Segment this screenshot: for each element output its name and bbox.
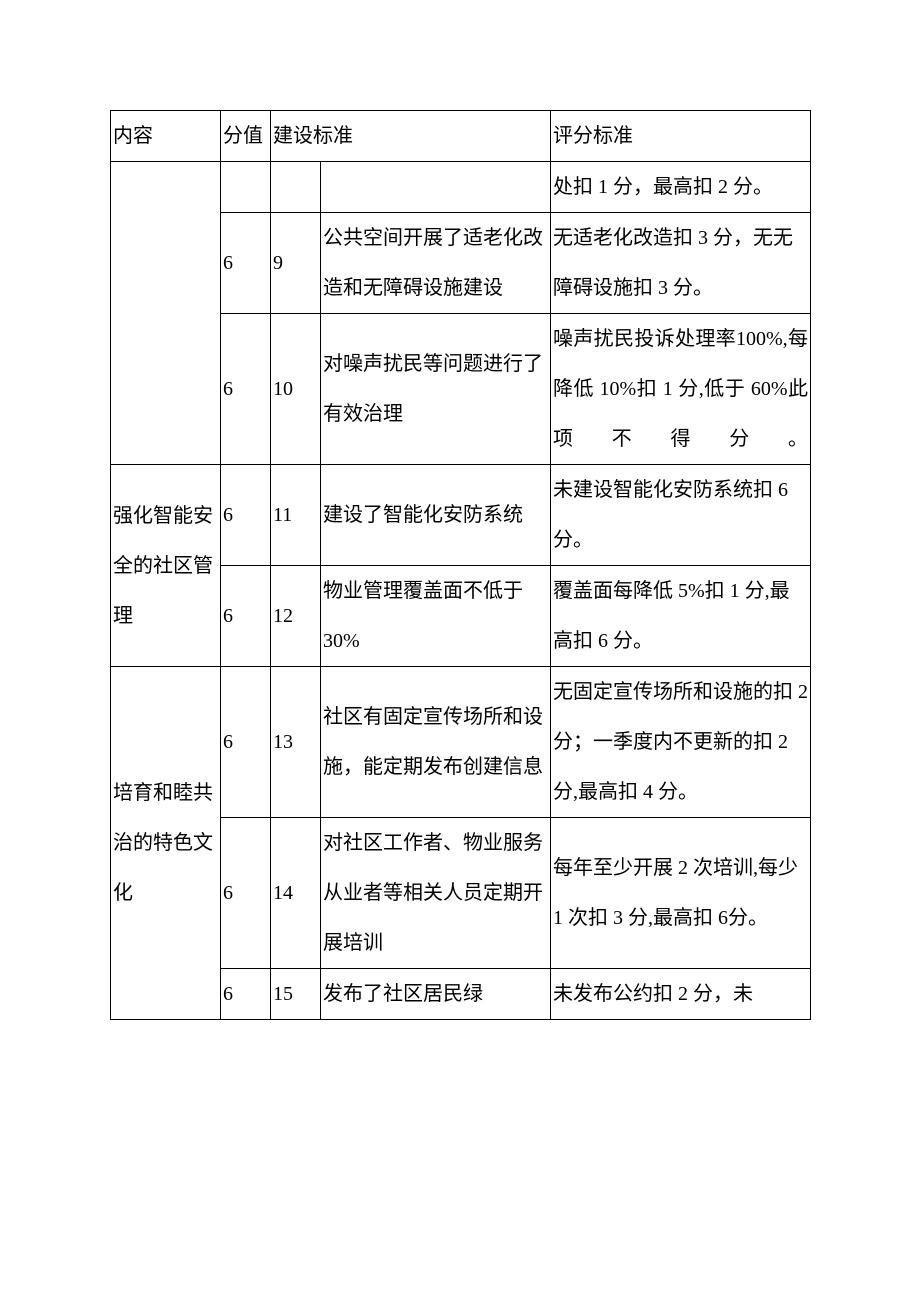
standard-cell: 对噪声扰民等问题进行了有效治理	[321, 314, 551, 465]
criteria-cell: 无固定宣传场所和设施的扣 2 分；一季度内不更新的扣 2 分,最高扣 4 分。	[551, 667, 811, 818]
score-cell: 6	[221, 314, 271, 465]
num-cell: 13	[271, 667, 321, 818]
header-standard: 建设标准	[271, 111, 551, 162]
criteria-cell: 噪声扰民投诉处理率100%,每降低 10%扣 1 分,低于 60%此项不得分。	[551, 314, 811, 465]
evaluation-table: 内容 分值 建设标准 评分标准 处扣 1 分，最高扣 2 分。 6 9 公共空间…	[110, 110, 811, 1020]
criteria-cell: 覆盖面每降低 5%扣 1 分,最高扣 6 分。	[551, 566, 811, 667]
score-cell: 6	[221, 566, 271, 667]
standard-cell: 建设了智能化安防系统	[321, 465, 551, 566]
num-cell: 11	[271, 465, 321, 566]
num-cell: 12	[271, 566, 321, 667]
standard-cell: 公共空间开展了适老化改造和无障碍设施建设	[321, 213, 551, 314]
standard-cell: 物业管理覆盖面不低于 30%	[321, 566, 551, 667]
header-criteria: 评分标准	[551, 111, 811, 162]
num-cell	[271, 162, 321, 213]
criteria-cell: 处扣 1 分，最高扣 2 分。	[551, 162, 811, 213]
criteria-cell: 未建设智能化安防系统扣 6 分。	[551, 465, 811, 566]
score-cell: 6	[221, 465, 271, 566]
score-cell: 6	[221, 969, 271, 1020]
num-cell: 10	[271, 314, 321, 465]
group-label-3: 培育和睦共治的特色文化	[111, 667, 221, 1020]
table-header-row: 内容 分值 建设标准 评分标准	[111, 111, 811, 162]
num-cell: 15	[271, 969, 321, 1020]
group-label-1	[111, 162, 221, 465]
table-row: 强化智能安全的社区管理 6 11 建设了智能化安防系统 未建设智能化安防系统扣 …	[111, 465, 811, 566]
score-cell	[221, 162, 271, 213]
standard-cell: 对社区工作者、物业服务从业者等相关人员定期开展培训	[321, 818, 551, 969]
criteria-cell: 未发布公约扣 2 分，未	[551, 969, 811, 1020]
header-content: 内容	[111, 111, 221, 162]
standard-cell: 社区有固定宣传场所和设施，能定期发布创建信息	[321, 667, 551, 818]
header-score: 分值	[221, 111, 271, 162]
score-cell: 6	[221, 818, 271, 969]
num-cell: 14	[271, 818, 321, 969]
criteria-cell: 无适老化改造扣 3 分，无无障碍设施扣 3 分。	[551, 213, 811, 314]
group-label-2: 强化智能安全的社区管理	[111, 465, 221, 667]
score-cell: 6	[221, 213, 271, 314]
score-cell: 6	[221, 667, 271, 818]
standard-cell: 发布了社区居民绿	[321, 969, 551, 1020]
criteria-cell: 每年至少开展 2 次培训,每少 1 次扣 3 分,最高扣 6分。	[551, 818, 811, 969]
table-row: 培育和睦共治的特色文化 6 13 社区有固定宣传场所和设施，能定期发布创建信息 …	[111, 667, 811, 818]
table-row: 处扣 1 分，最高扣 2 分。	[111, 162, 811, 213]
num-cell: 9	[271, 213, 321, 314]
standard-cell	[321, 162, 551, 213]
